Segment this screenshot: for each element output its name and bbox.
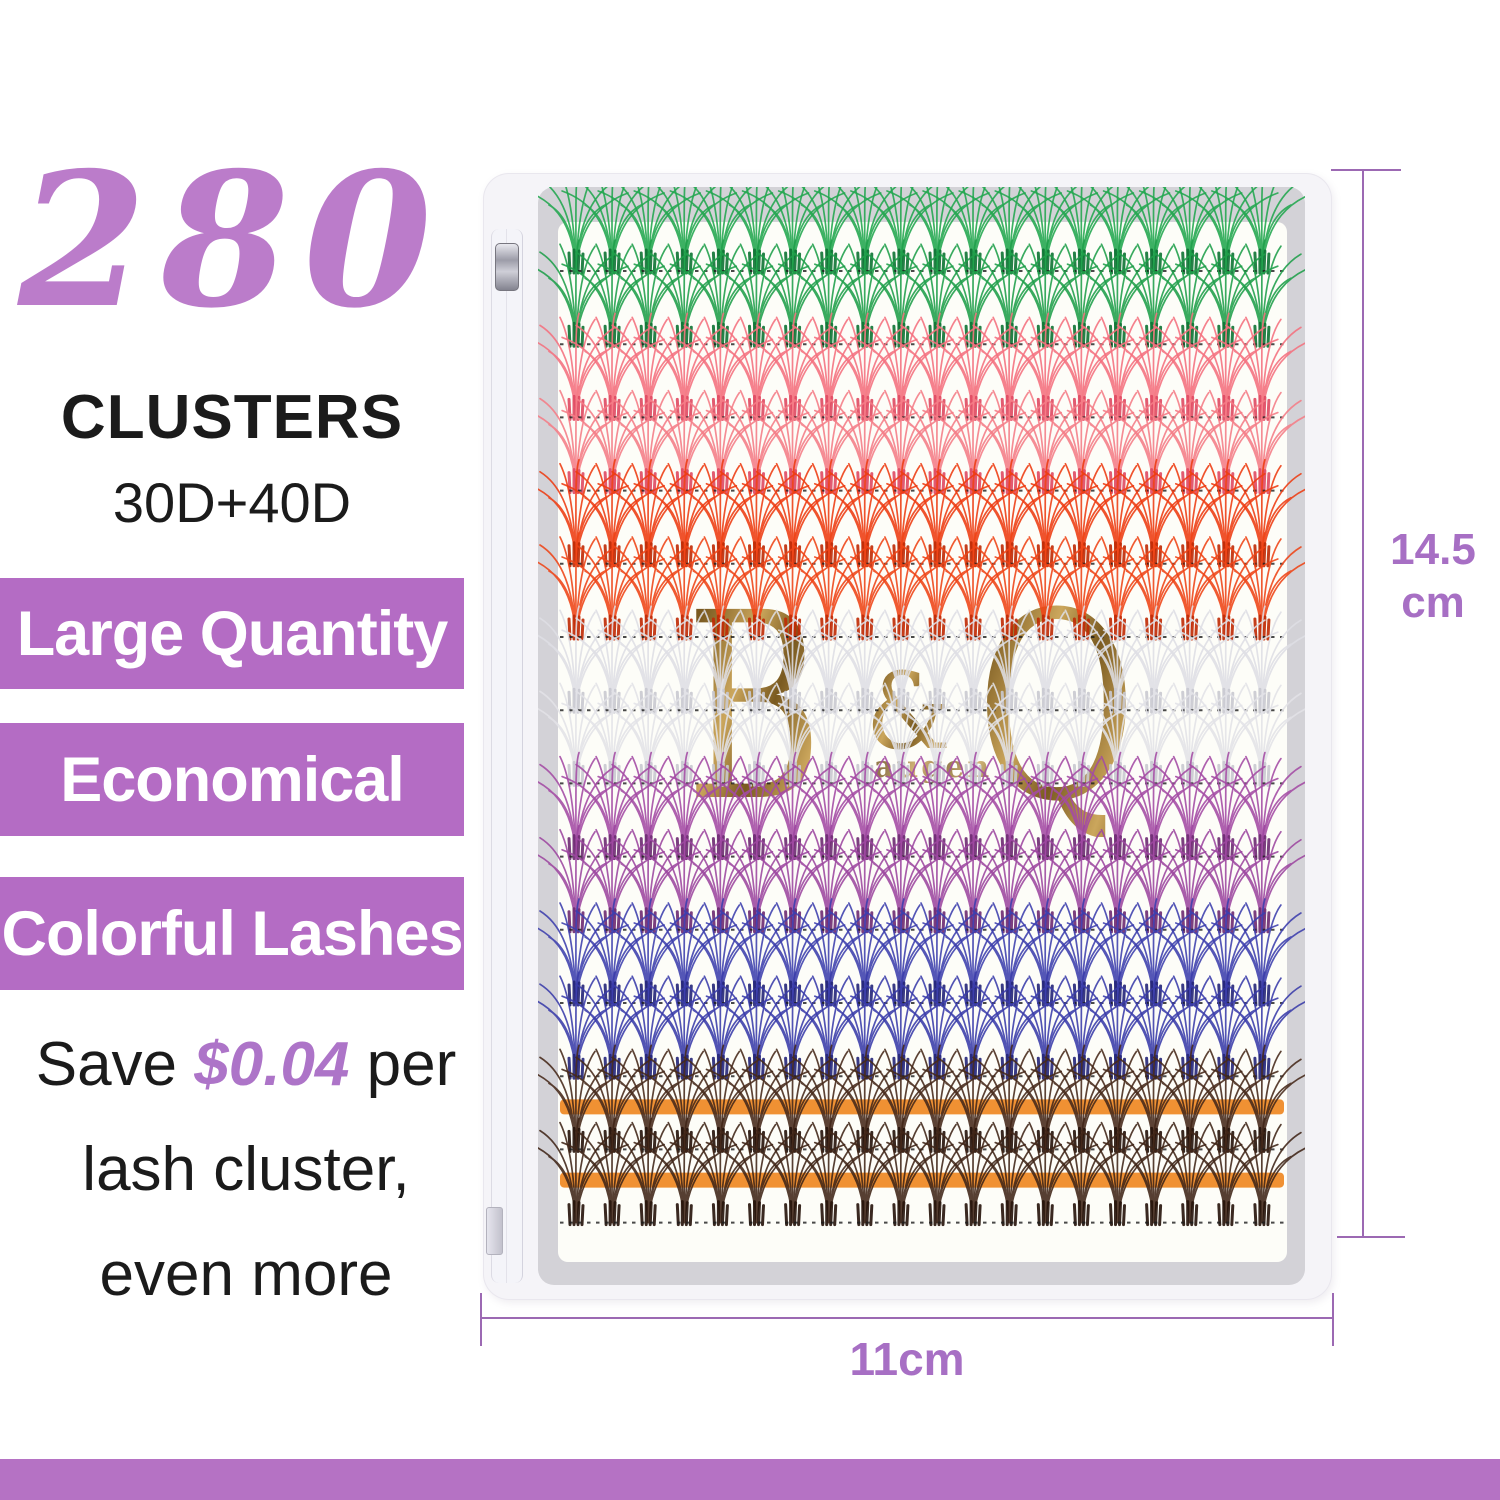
width-dimension-line: [481, 1317, 1333, 1319]
cluster-count-number: 280: [17, 131, 447, 349]
banner-large-quantity: Large Quantity: [0, 578, 464, 689]
banner-colorful-lashes: Colorful Lashes: [0, 877, 464, 990]
savings-amount: $0.04: [194, 1030, 350, 1099]
height-dimension-label: 14.5 cm: [1378, 524, 1488, 630]
width-dimension-tick-right: [1332, 1293, 1334, 1346]
lash-rows: [538, 187, 1305, 1227]
banner-economical: Economical: [0, 723, 464, 836]
savings-line-3: even more: [99, 1240, 393, 1309]
tray-frame: B & Q augen: [538, 187, 1305, 1285]
zipper-slider-icon: [486, 1207, 503, 1255]
lash-spec-label: 30D+40D: [112, 471, 352, 534]
zipper-pull-icon: [495, 243, 519, 291]
savings-line-1: Save $0.04 per: [0, 1012, 492, 1117]
height-dimension-line: [1362, 170, 1364, 1237]
savings-suffix: per: [349, 1030, 457, 1099]
height-unit: cm: [1401, 577, 1465, 627]
footer-bar: [0, 1459, 1500, 1500]
orange-strip: [560, 1099, 1284, 1115]
height-value: 14.5: [1390, 525, 1476, 574]
width-dimension-label: 11cm: [849, 1333, 965, 1385]
lash-tray-package: B & Q augen: [483, 173, 1332, 1300]
zipper-teeth: [506, 229, 507, 1283]
height-dimension-tick-top: [1331, 169, 1401, 171]
orange-strip: [560, 1172, 1284, 1188]
savings-text: Save $0.04 per lash cluster, even more: [0, 1012, 492, 1327]
height-dimension-tick-bottom: [1337, 1236, 1405, 1238]
savings-prefix: Save: [35, 1030, 195, 1099]
savings-line-2: lash cluster,: [82, 1135, 410, 1204]
width-dimension-tick-left: [480, 1293, 482, 1346]
clusters-label: CLUSTERS: [60, 383, 404, 452]
zipper-strip: [486, 229, 523, 1283]
lash-row-brown-14: [538, 1117, 1305, 1227]
